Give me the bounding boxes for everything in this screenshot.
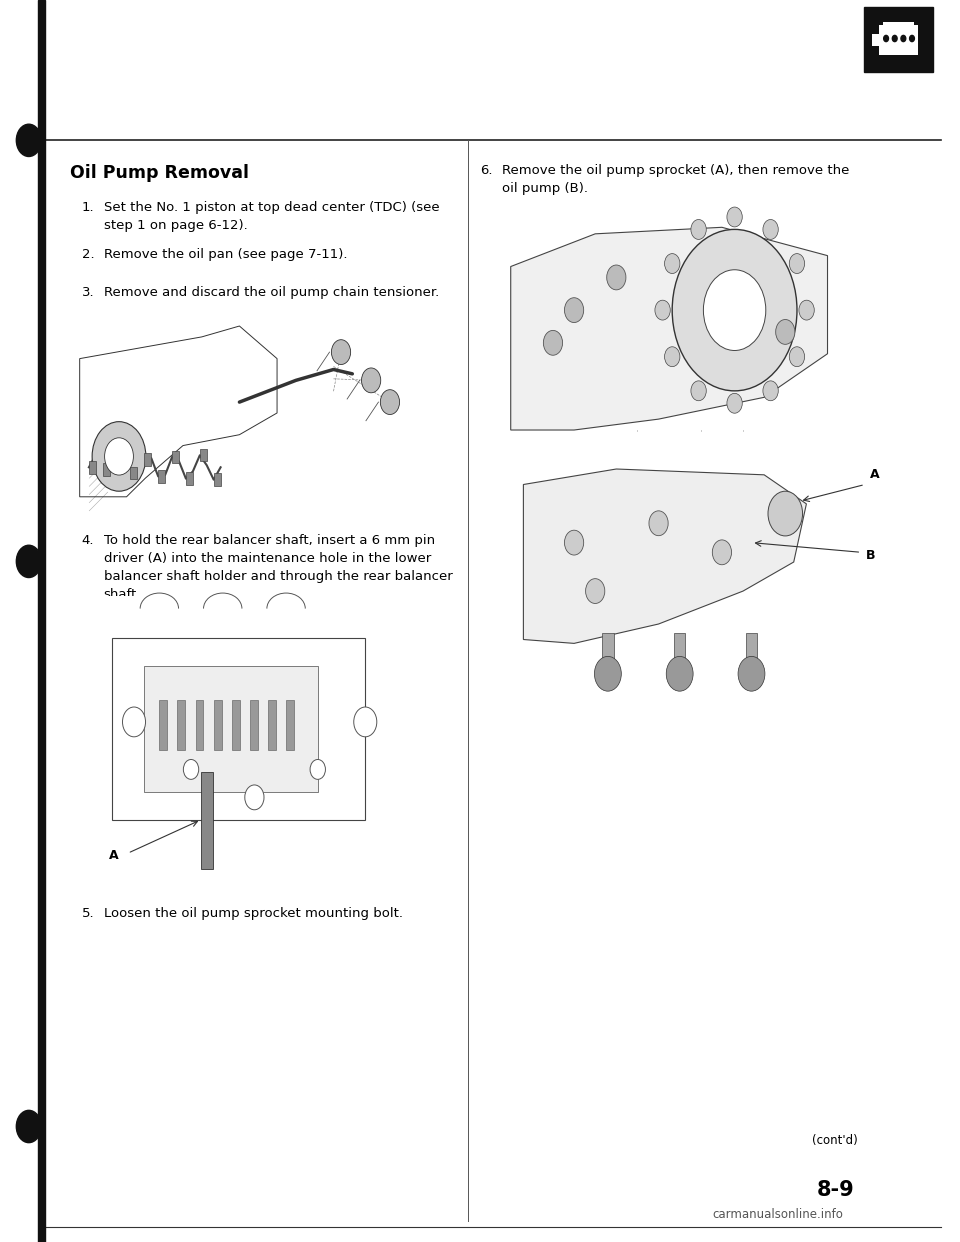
Bar: [131, 467, 137, 479]
Circle shape: [910, 35, 915, 41]
Circle shape: [183, 759, 199, 780]
Circle shape: [655, 301, 670, 320]
Text: 3.: 3.: [82, 286, 94, 298]
Circle shape: [691, 220, 707, 240]
Circle shape: [789, 347, 804, 366]
Circle shape: [607, 265, 626, 289]
Bar: [879, 25, 918, 55]
Text: Loosen the oil pump sprocket mounting bolt.: Loosen the oil pump sprocket mounting bo…: [104, 907, 402, 919]
Bar: [96, 596, 413, 876]
Circle shape: [727, 207, 742, 227]
Circle shape: [727, 394, 742, 414]
Circle shape: [331, 339, 350, 365]
Bar: [674, 632, 685, 671]
Circle shape: [672, 230, 797, 391]
Circle shape: [123, 707, 146, 737]
Circle shape: [691, 381, 707, 401]
Bar: [70, 304, 446, 522]
Bar: [196, 699, 204, 750]
Text: Set the No. 1 piston at top dead center (TDC) (see
step 1 on page 6-12).: Set the No. 1 piston at top dead center …: [104, 201, 440, 232]
Bar: [38, 0, 45, 1242]
Polygon shape: [523, 469, 806, 643]
Circle shape: [245, 785, 264, 810]
Circle shape: [594, 656, 621, 691]
Circle shape: [704, 270, 766, 350]
Circle shape: [564, 530, 584, 555]
Text: To hold the rear balancer shaft, insert a 6 mm pin
driver (A) into the maintenan: To hold the rear balancer shaft, insert …: [104, 534, 452, 601]
Circle shape: [16, 545, 41, 578]
Bar: [286, 699, 294, 750]
Circle shape: [353, 707, 376, 737]
Text: A: A: [108, 848, 118, 862]
Bar: [200, 450, 206, 462]
Bar: [143, 666, 318, 792]
Circle shape: [776, 319, 795, 344]
Bar: [172, 451, 179, 463]
Circle shape: [310, 759, 325, 780]
Circle shape: [763, 381, 779, 401]
Circle shape: [664, 253, 680, 273]
Circle shape: [666, 656, 693, 691]
Circle shape: [900, 35, 906, 41]
Text: 1.: 1.: [82, 201, 94, 214]
Bar: [111, 638, 365, 820]
Bar: [201, 771, 212, 869]
Circle shape: [564, 298, 584, 323]
Text: 6.: 6.: [480, 164, 492, 176]
Bar: [186, 472, 193, 484]
Bar: [214, 473, 221, 486]
Circle shape: [712, 540, 732, 565]
Circle shape: [799, 301, 814, 320]
Polygon shape: [511, 227, 828, 430]
Text: Oil Pump Removal: Oil Pump Removal: [70, 164, 249, 181]
Bar: [746, 632, 757, 671]
Bar: [159, 699, 167, 750]
Circle shape: [92, 422, 146, 491]
Bar: [89, 461, 96, 473]
Text: (cont'd): (cont'd): [812, 1134, 858, 1146]
Circle shape: [362, 368, 381, 392]
Bar: [214, 699, 222, 750]
Text: Remove and discard the oil pump chain tensioner.: Remove and discard the oil pump chain te…: [104, 286, 439, 298]
Circle shape: [664, 347, 680, 366]
Bar: [250, 699, 258, 750]
Bar: [231, 699, 240, 750]
Circle shape: [543, 330, 563, 355]
Bar: [490, 199, 912, 683]
Circle shape: [738, 656, 765, 691]
Circle shape: [893, 35, 897, 41]
Circle shape: [649, 510, 668, 535]
Bar: [144, 453, 152, 466]
Bar: [872, 34, 881, 46]
Text: 4.: 4.: [82, 534, 94, 546]
Circle shape: [16, 1110, 41, 1143]
Circle shape: [16, 124, 41, 156]
Text: A: A: [870, 468, 879, 482]
Text: Remove the oil pan (see page 7-11).: Remove the oil pan (see page 7-11).: [104, 248, 348, 261]
Circle shape: [789, 253, 804, 273]
Text: B: B: [866, 549, 876, 561]
Text: Remove the oil pump sprocket (A), then remove the
oil pump (B).: Remove the oil pump sprocket (A), then r…: [502, 164, 850, 195]
Circle shape: [586, 579, 605, 604]
Circle shape: [884, 35, 889, 41]
Text: 5.: 5.: [82, 907, 94, 919]
Text: 2.: 2.: [82, 248, 94, 261]
Bar: [178, 699, 185, 750]
Bar: [602, 632, 613, 671]
Text: 8-9: 8-9: [816, 1180, 854, 1200]
Circle shape: [768, 491, 803, 537]
Bar: [116, 457, 124, 469]
Bar: [864, 7, 933, 72]
Bar: [103, 463, 109, 476]
Text: carmanualsonline.info: carmanualsonline.info: [712, 1208, 843, 1221]
Bar: [883, 22, 914, 32]
Circle shape: [380, 390, 399, 415]
Circle shape: [105, 438, 133, 476]
Bar: [158, 471, 165, 483]
Circle shape: [763, 220, 779, 240]
Bar: [268, 699, 276, 750]
